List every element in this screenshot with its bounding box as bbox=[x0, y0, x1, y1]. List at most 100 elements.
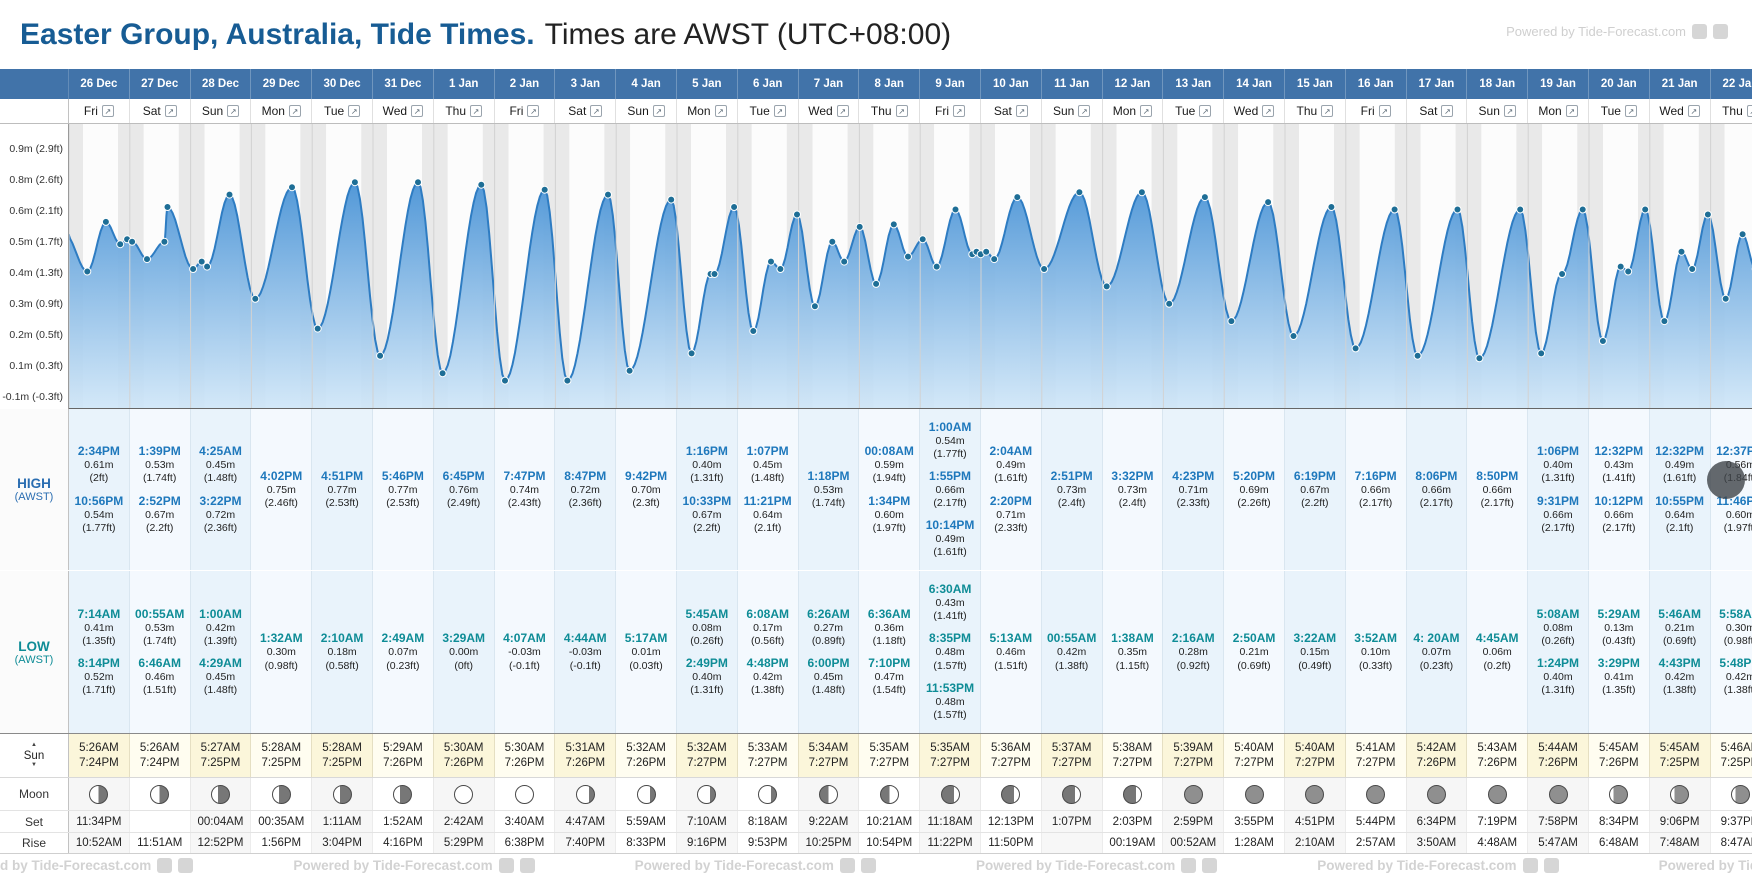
day-of-week-cell: Wed ↗ bbox=[1649, 99, 1711, 123]
tide-height-m: -0.03m bbox=[508, 646, 541, 659]
sun-times-cell: 5:28AM 7:25PM bbox=[312, 734, 373, 777]
date-header-cell[interactable]: 16 Jan bbox=[1346, 69, 1407, 99]
date-header-cell[interactable]: 28 Dec bbox=[191, 69, 252, 99]
date-header-cell[interactable]: 17 Jan bbox=[1407, 69, 1468, 99]
low-tide-cell: 5:45AM 0.08m (0.26ft) 2:49PM 0.40m (1.31ft) bbox=[676, 571, 738, 733]
date-header-cell[interactable]: 5 Jan bbox=[677, 69, 738, 99]
moonrise-cells: 10:52AM 11:51AM 12:52PM 1:56PM 3:04PM 4:16PM 5… bbox=[69, 833, 1752, 853]
date-header-cell[interactable]: 22 Jan bbox=[1711, 69, 1752, 99]
low-tide-cell: 5:08AM 0.08m (0.26ft) 1:24PM 0.40m (1.31ft) bbox=[1528, 571, 1589, 733]
tide-time: 7:10PM bbox=[868, 656, 911, 670]
expand-day-icon[interactable]: ↗ bbox=[590, 105, 603, 117]
day-of-week-cell: Sat ↗ bbox=[980, 99, 1042, 123]
tide-time: 3:22AM bbox=[1293, 631, 1337, 646]
low-tide-cell: 2:50AM 0.21m (0.69ft) bbox=[1224, 571, 1285, 733]
date-header-cell[interactable]: 3 Jan bbox=[555, 69, 617, 99]
expand-day-icon[interactable]: ↗ bbox=[773, 105, 786, 117]
expand-day-icon[interactable]: ↗ bbox=[470, 105, 483, 117]
moon-phase-icon bbox=[393, 784, 413, 804]
expand-day-icon[interactable]: ↗ bbox=[1078, 105, 1091, 117]
date-header-cell[interactable]: 13 Jan bbox=[1163, 69, 1225, 99]
expand-day-icon[interactable]: ↗ bbox=[652, 105, 665, 117]
expand-day-icon[interactable]: ↗ bbox=[348, 105, 361, 117]
date-header-cell[interactable]: 10 Jan bbox=[981, 69, 1042, 99]
expand-day-icon[interactable]: ↗ bbox=[227, 105, 240, 117]
date-header-cell[interactable]: 6 Jan bbox=[738, 69, 799, 99]
day-of-week-label: Wed bbox=[808, 104, 833, 118]
date-header-cell[interactable]: 31 Dec bbox=[373, 69, 434, 99]
day-of-week-cell: Fri ↗ bbox=[69, 99, 130, 123]
moon-phase-cell bbox=[1102, 778, 1164, 810]
tide-height-ft: (1.77ft) bbox=[82, 521, 116, 534]
expand-day-icon[interactable]: ↗ bbox=[1015, 105, 1028, 117]
expand-day-icon[interactable]: ↗ bbox=[836, 105, 849, 117]
tide-entry: 2:10AM 0.18m (0.58ft) bbox=[321, 631, 364, 672]
expand-day-icon[interactable]: ↗ bbox=[1262, 105, 1275, 117]
date-header-cell[interactable]: 9 Jan bbox=[920, 69, 981, 99]
tide-height-m: 0.67m bbox=[1300, 483, 1330, 496]
expand-day-icon[interactable]: ↗ bbox=[1140, 105, 1153, 117]
date-header-cell[interactable]: 11 Jan bbox=[1042, 69, 1103, 99]
expand-day-icon[interactable]: ↗ bbox=[1441, 105, 1454, 117]
expand-day-icon[interactable]: ↗ bbox=[411, 105, 424, 117]
date-header-cell[interactable]: 7 Jan bbox=[799, 69, 860, 99]
date-header-cell[interactable]: 2 Jan bbox=[495, 69, 556, 99]
expand-day-icon[interactable]: ↗ bbox=[527, 105, 540, 117]
tide-height-ft: (2.26ft) bbox=[1237, 497, 1271, 509]
expand-day-icon[interactable]: ↗ bbox=[1321, 105, 1334, 117]
tide-height-m: 0.61m bbox=[84, 459, 114, 472]
date-header-cell[interactable]: 26 Dec bbox=[69, 69, 130, 99]
sunset-time: 7:27PM bbox=[930, 757, 970, 769]
watermark-text: Powered by Tide-Forecast.com bbox=[0, 858, 152, 873]
expand-day-icon[interactable]: ↗ bbox=[714, 105, 727, 117]
date-header-cell[interactable]: 27 Dec bbox=[130, 69, 191, 99]
expand-day-icon[interactable]: ↗ bbox=[1503, 105, 1516, 117]
high-tide-cell: 4:02PM 0.75m (2.46ft) bbox=[251, 409, 313, 570]
date-header-cell[interactable]: 29 Dec bbox=[251, 69, 313, 99]
high-tide-cell: 8:06PM 0.66m (2.17ft) bbox=[1406, 409, 1468, 570]
expand-day-icon[interactable]: ↗ bbox=[101, 105, 114, 117]
date-header-cell[interactable]: 14 Jan bbox=[1224, 69, 1285, 99]
date-header-cell[interactable]: 15 Jan bbox=[1285, 69, 1346, 99]
day-of-week-label: Thu bbox=[870, 104, 892, 118]
expand-day-icon[interactable]: ↗ bbox=[895, 105, 908, 117]
date-header-cell[interactable]: 21 Jan bbox=[1650, 69, 1711, 99]
date-header-cell[interactable]: 1 Jan bbox=[434, 69, 495, 99]
date-header-cell[interactable]: 8 Jan bbox=[859, 69, 921, 99]
tide-height-ft: (2.33ft) bbox=[1176, 497, 1210, 509]
date-header-cell[interactable]: 18 Jan bbox=[1467, 69, 1529, 99]
tide-time: 1:38AM bbox=[1111, 631, 1154, 646]
expand-day-icon[interactable]: ↗ bbox=[1199, 105, 1212, 117]
sun-times-cell: 5:28AM 7:25PM bbox=[251, 734, 313, 777]
moonset-time-cell: 6:34PM bbox=[1406, 811, 1468, 832]
sunrise-time: 5:40AM bbox=[1234, 742, 1274, 754]
date-header-cell[interactable]: 4 Jan bbox=[616, 69, 677, 99]
tide-time: 9:31PM bbox=[1537, 493, 1580, 508]
date-header-cell[interactable]: 19 Jan bbox=[1528, 69, 1589, 99]
expand-day-icon[interactable]: ↗ bbox=[1378, 105, 1391, 117]
expand-day-icon[interactable]: ↗ bbox=[1687, 105, 1700, 117]
expand-day-icon[interactable]: ↗ bbox=[288, 105, 301, 117]
tide-height-m: 0.54m bbox=[935, 434, 965, 447]
expand-day-icon[interactable]: ↗ bbox=[164, 105, 177, 117]
expand-day-icon[interactable]: ↗ bbox=[1565, 105, 1578, 117]
expand-day-icon[interactable]: ↗ bbox=[1624, 105, 1637, 117]
tide-time: 10:55PM bbox=[1655, 493, 1704, 508]
day-of-week-cell: Sat ↗ bbox=[1406, 99, 1468, 123]
expand-day-icon[interactable]: ↗ bbox=[1746, 105, 1752, 117]
tide-height-ft: (1.35ft) bbox=[82, 634, 116, 647]
date-header-cell[interactable]: 20 Jan bbox=[1589, 69, 1650, 99]
tide-time: 7:47PM bbox=[503, 468, 546, 483]
tide-entry: 4:48PM 0.42m (1.38ft) bbox=[747, 656, 789, 697]
tide-time: 5:45AM bbox=[685, 606, 729, 621]
tide-entry: 4:25AM 0.45m (1.48ft) bbox=[199, 444, 242, 485]
moon-phase-icon bbox=[454, 784, 474, 804]
date-header-cell[interactable]: 30 Dec bbox=[312, 69, 373, 99]
tide-entry: 00:08AM 0.59m (1.94ft) bbox=[865, 444, 914, 485]
tide-height-ft: (0.49ft) bbox=[1298, 659, 1332, 672]
expand-day-icon[interactable]: ↗ bbox=[953, 105, 966, 117]
date-header-cell[interactable]: 12 Jan bbox=[1103, 69, 1164, 99]
set-label: Set bbox=[24, 814, 43, 829]
tide-time: 2:49PM bbox=[685, 656, 728, 670]
moonrise-time-cell: 8:47AM bbox=[1710, 833, 1752, 853]
